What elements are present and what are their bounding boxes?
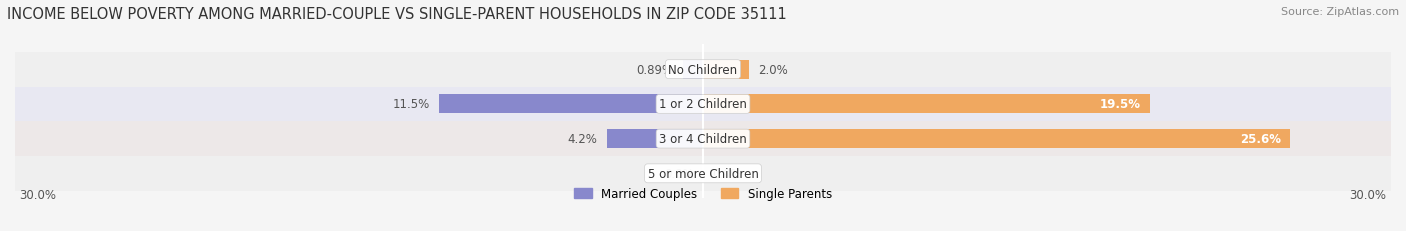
Bar — [15, 87, 1391, 122]
Text: 0.0%: 0.0% — [664, 167, 693, 180]
Text: 3 or 4 Children: 3 or 4 Children — [659, 133, 747, 146]
Bar — [703, 130, 1291, 149]
Text: 19.5%: 19.5% — [1099, 98, 1142, 111]
Text: 4.2%: 4.2% — [568, 133, 598, 146]
Text: 11.5%: 11.5% — [392, 98, 430, 111]
Legend: Married Couples, Single Parents: Married Couples, Single Parents — [569, 182, 837, 205]
Text: 5 or more Children: 5 or more Children — [648, 167, 758, 180]
Text: 0.0%: 0.0% — [713, 167, 742, 180]
Text: 30.0%: 30.0% — [20, 188, 56, 201]
Text: 2.0%: 2.0% — [758, 63, 787, 76]
Bar — [703, 95, 1150, 114]
Bar — [703, 60, 749, 79]
Bar — [15, 122, 1391, 156]
Bar — [15, 53, 1391, 87]
Bar — [439, 95, 703, 114]
Text: 0.89%: 0.89% — [637, 63, 673, 76]
Text: 30.0%: 30.0% — [1350, 188, 1386, 201]
Text: 25.6%: 25.6% — [1240, 133, 1281, 146]
Text: Source: ZipAtlas.com: Source: ZipAtlas.com — [1281, 7, 1399, 17]
Bar — [682, 60, 703, 79]
Bar — [15, 156, 1391, 191]
Text: No Children: No Children — [668, 63, 738, 76]
Text: 1 or 2 Children: 1 or 2 Children — [659, 98, 747, 111]
Text: INCOME BELOW POVERTY AMONG MARRIED-COUPLE VS SINGLE-PARENT HOUSEHOLDS IN ZIP COD: INCOME BELOW POVERTY AMONG MARRIED-COUPL… — [7, 7, 787, 22]
Bar — [606, 130, 703, 149]
